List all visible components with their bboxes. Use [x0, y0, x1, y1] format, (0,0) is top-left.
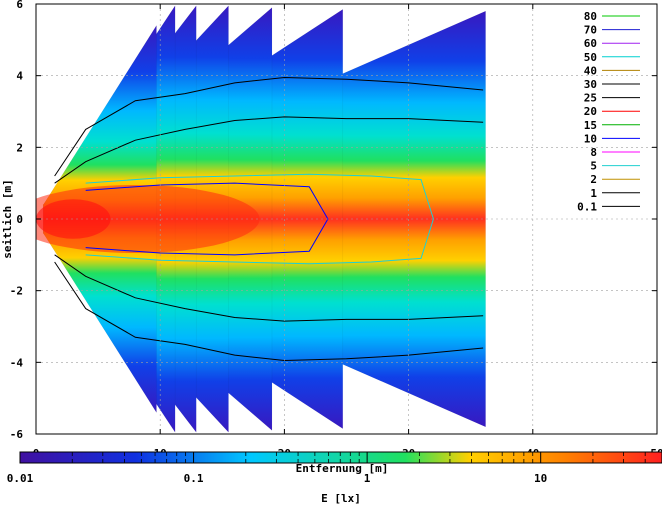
isolux-line — [54, 254, 484, 322]
x-axis-label: Entfernung [m] — [296, 462, 389, 475]
legend-label: 0.1 — [577, 200, 597, 213]
colorbar-ticks: 0.01 0.1 1 10 — [7, 452, 662, 485]
hot-core-inner — [36, 199, 111, 239]
colorbar-tick-label: 1 — [364, 472, 371, 485]
colorbar-tick-label: 10 — [534, 472, 547, 485]
legend-label: 50 — [584, 51, 597, 64]
y-tick-label: 4 — [16, 70, 23, 83]
legend-label: 40 — [584, 64, 597, 77]
colorbar-tick-label: 0.01 — [7, 472, 34, 485]
isolux-line — [54, 261, 484, 362]
colorbar-tick-label: 0.1 — [184, 472, 204, 485]
isolux-lines — [54, 76, 484, 362]
legend-label: 8 — [590, 146, 597, 159]
y-tick-label: -6 — [10, 428, 24, 441]
isolux-line — [54, 76, 484, 177]
legend-label: 2 — [590, 173, 597, 186]
y-tick-label: -4 — [10, 356, 24, 369]
y-tick-label: 6 — [16, 0, 23, 11]
isolux-line — [85, 173, 434, 265]
y-tick-label: -2 — [10, 285, 23, 298]
isolux-line — [54, 116, 484, 184]
legend-label: 80 — [584, 10, 597, 23]
legend-label: 60 — [584, 37, 597, 50]
legend-label: 70 — [584, 24, 597, 37]
legend-label: 15 — [584, 119, 597, 132]
y-tick-label: 0 — [16, 213, 23, 226]
y-axis-label: seitlich [m] — [1, 179, 14, 258]
legend-label: 20 — [584, 105, 597, 118]
colorbar-label: E [lx] — [321, 492, 361, 505]
legend-label: 30 — [584, 78, 597, 91]
legend-label: 1 — [590, 187, 597, 200]
legend-label: 5 — [590, 160, 597, 173]
legend-label: 25 — [584, 92, 597, 105]
legend-label: 10 — [584, 132, 597, 145]
beam-sectors — [36, 4, 486, 434]
grid-lines — [36, 4, 657, 434]
y-tick-label: 2 — [16, 141, 23, 154]
